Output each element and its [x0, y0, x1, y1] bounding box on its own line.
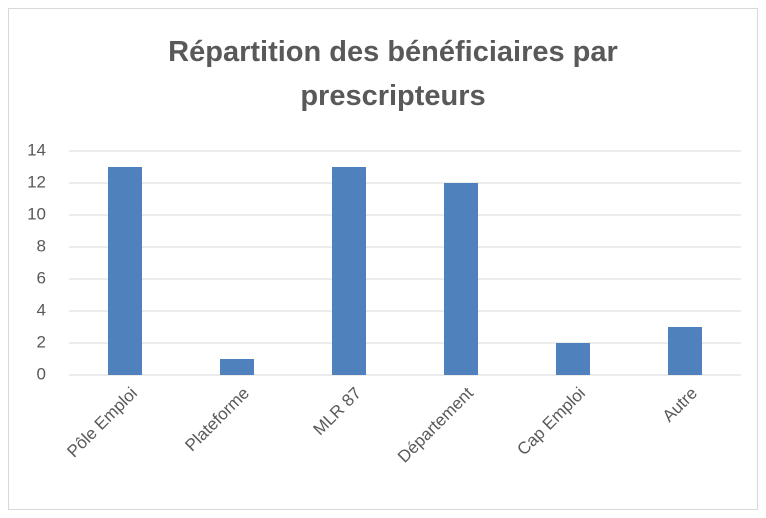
x-tick-label: Département — [394, 383, 477, 466]
y-tick-label: 14 — [27, 140, 46, 159]
bar — [444, 183, 478, 375]
x-tick-label: Cap Emploi — [513, 384, 589, 460]
x-tick-label: Pôle Emploi — [63, 384, 141, 462]
bar — [668, 327, 702, 375]
y-tick-label: 4 — [37, 300, 46, 319]
y-tick-label: 8 — [37, 236, 46, 255]
bar — [108, 167, 142, 375]
x-tick-label: Plateforme — [181, 384, 253, 456]
x-tick-label: Autre — [659, 384, 701, 426]
bar — [556, 343, 590, 375]
bar — [220, 359, 254, 375]
y-tick-label: 2 — [37, 332, 46, 351]
y-tick-label: 10 — [27, 204, 46, 223]
y-tick-label: 12 — [27, 172, 46, 191]
chart-title: Répartition des bénéficiaires par prescr… — [168, 36, 618, 112]
x-tick-label: MLR 87 — [309, 384, 365, 440]
y-tick-label: 0 — [37, 364, 46, 383]
y-tick-label: 6 — [37, 268, 46, 287]
chart-border — [8, 8, 758, 510]
bar — [332, 167, 366, 375]
